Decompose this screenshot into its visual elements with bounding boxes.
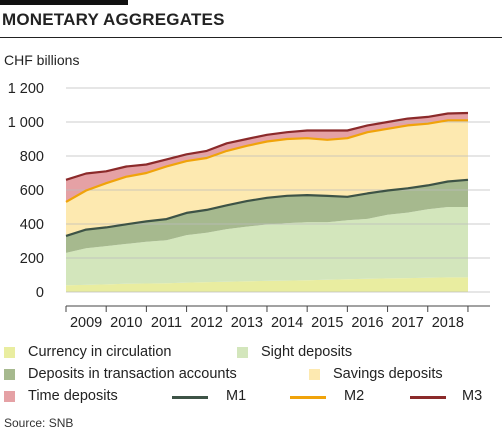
legend-label-transaction: Deposits in transaction accounts bbox=[28, 366, 237, 382]
y-tick-label: 800 bbox=[20, 149, 44, 165]
legend-label-time: Time deposits bbox=[28, 388, 118, 404]
legend-label-m1: M1 bbox=[226, 388, 247, 404]
x-tick-label: 2015 bbox=[311, 315, 343, 331]
legend-swatch-sight bbox=[237, 347, 248, 358]
x-tick-label: 2017 bbox=[392, 315, 424, 331]
y-tick-label: 600 bbox=[20, 183, 44, 199]
legend-label-m3: M3 bbox=[462, 388, 483, 404]
y-tick-label: 1 000 bbox=[8, 115, 44, 131]
x-tick-label: 2012 bbox=[191, 315, 223, 331]
legend-line-m2 bbox=[290, 396, 326, 399]
x-tick-label: 2009 bbox=[70, 315, 102, 331]
line-m2 bbox=[65, 119, 468, 203]
legend-label-savings: Savings deposits bbox=[333, 366, 443, 382]
source-note: Source: SNB bbox=[4, 416, 74, 430]
legend-swatch-savings bbox=[309, 369, 320, 380]
legend-swatch-currency bbox=[4, 347, 15, 358]
legend-line-m1 bbox=[172, 396, 208, 399]
area-deposits-in-transaction-accounts bbox=[66, 179, 468, 253]
x-tick-label: 2018 bbox=[432, 315, 464, 331]
y-axis-unit-label: CHF billions bbox=[4, 52, 80, 68]
x-tick-label: 2013 bbox=[231, 315, 263, 331]
line-m3 bbox=[65, 111, 469, 181]
title-rule bbox=[0, 37, 502, 38]
area-savings-deposits bbox=[66, 120, 468, 236]
area-currency-in-circulation bbox=[66, 277, 468, 292]
y-tick-label: 400 bbox=[20, 217, 44, 233]
x-tick-label: 2014 bbox=[271, 315, 303, 331]
legend-label-m2: M2 bbox=[344, 388, 365, 404]
legend-swatch-transaction bbox=[4, 369, 15, 380]
y-tick-label: 0 bbox=[36, 285, 44, 301]
line-m1 bbox=[65, 178, 469, 237]
legend-label-sight: Sight deposits bbox=[261, 344, 353, 360]
legend-line-m3 bbox=[410, 396, 446, 399]
chart-title: MONETARY AGGREGATES bbox=[2, 10, 225, 29]
area-sight-deposits bbox=[66, 207, 468, 286]
legend-label-currency: Currency in circulation bbox=[28, 344, 172, 360]
x-tick-label: 2016 bbox=[351, 315, 383, 331]
legend-swatch-time bbox=[4, 391, 15, 402]
y-tick-label: 1 200 bbox=[8, 81, 44, 97]
y-tick-label: 200 bbox=[20, 251, 44, 267]
title-accent-bar bbox=[0, 0, 128, 5]
x-tick-label: 2011 bbox=[151, 315, 182, 331]
x-tick-label: 2010 bbox=[110, 315, 142, 331]
